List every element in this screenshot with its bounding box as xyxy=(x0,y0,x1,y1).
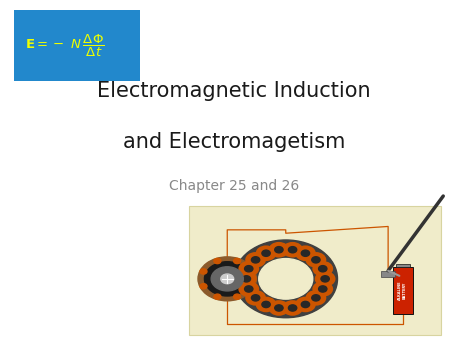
Text: Chapter 25 and 26: Chapter 25 and 26 xyxy=(169,179,299,193)
FancyBboxPatch shape xyxy=(14,10,140,81)
Circle shape xyxy=(221,274,234,284)
Circle shape xyxy=(252,257,260,263)
Circle shape xyxy=(282,242,303,258)
FancyBboxPatch shape xyxy=(382,271,395,277)
Circle shape xyxy=(312,257,320,263)
Circle shape xyxy=(248,284,255,289)
Circle shape xyxy=(252,295,260,301)
Circle shape xyxy=(198,257,256,301)
FancyBboxPatch shape xyxy=(189,206,441,335)
Circle shape xyxy=(288,247,297,253)
Circle shape xyxy=(262,250,270,256)
Circle shape xyxy=(288,305,297,311)
Circle shape xyxy=(211,267,243,291)
Circle shape xyxy=(234,258,241,264)
FancyBboxPatch shape xyxy=(396,264,410,267)
Circle shape xyxy=(248,269,255,274)
Circle shape xyxy=(204,262,250,296)
Circle shape xyxy=(234,240,338,318)
Circle shape xyxy=(275,247,283,253)
Circle shape xyxy=(312,295,320,301)
Circle shape xyxy=(269,300,289,316)
Circle shape xyxy=(302,301,310,308)
Circle shape xyxy=(245,266,253,272)
Circle shape xyxy=(245,286,253,292)
Circle shape xyxy=(319,286,327,292)
Text: and Electromagetism: and Electromagetism xyxy=(123,132,345,152)
Circle shape xyxy=(245,290,266,306)
Circle shape xyxy=(234,294,241,299)
Circle shape xyxy=(282,300,303,316)
Circle shape xyxy=(319,266,327,272)
Circle shape xyxy=(321,276,329,282)
Circle shape xyxy=(200,284,207,289)
Circle shape xyxy=(200,269,207,274)
Circle shape xyxy=(295,297,316,312)
Circle shape xyxy=(214,294,221,299)
Text: ALKALINE
BATTERY: ALKALINE BATTERY xyxy=(398,281,407,300)
Circle shape xyxy=(312,281,333,297)
Circle shape xyxy=(242,276,251,282)
Circle shape xyxy=(306,252,326,268)
Circle shape xyxy=(238,281,259,297)
Text: Electromagnetic Induction: Electromagnetic Induction xyxy=(97,81,371,101)
Circle shape xyxy=(236,271,257,287)
Circle shape xyxy=(306,290,326,306)
Circle shape xyxy=(295,245,316,261)
Circle shape xyxy=(238,261,259,276)
Circle shape xyxy=(262,301,270,308)
FancyBboxPatch shape xyxy=(392,267,413,314)
Circle shape xyxy=(256,245,276,261)
Circle shape xyxy=(214,258,221,264)
Circle shape xyxy=(259,259,313,299)
Circle shape xyxy=(302,250,310,256)
Circle shape xyxy=(256,297,276,312)
Circle shape xyxy=(275,305,283,311)
Circle shape xyxy=(269,242,289,258)
Text: $\mathbf{E} = -\ N\,\dfrac{\Delta\Phi}{\Delta t}$: $\mathbf{E} = -\ N\,\dfrac{\Delta\Phi}{\… xyxy=(25,32,104,59)
Circle shape xyxy=(312,261,333,276)
Circle shape xyxy=(315,271,336,287)
Circle shape xyxy=(245,252,266,268)
